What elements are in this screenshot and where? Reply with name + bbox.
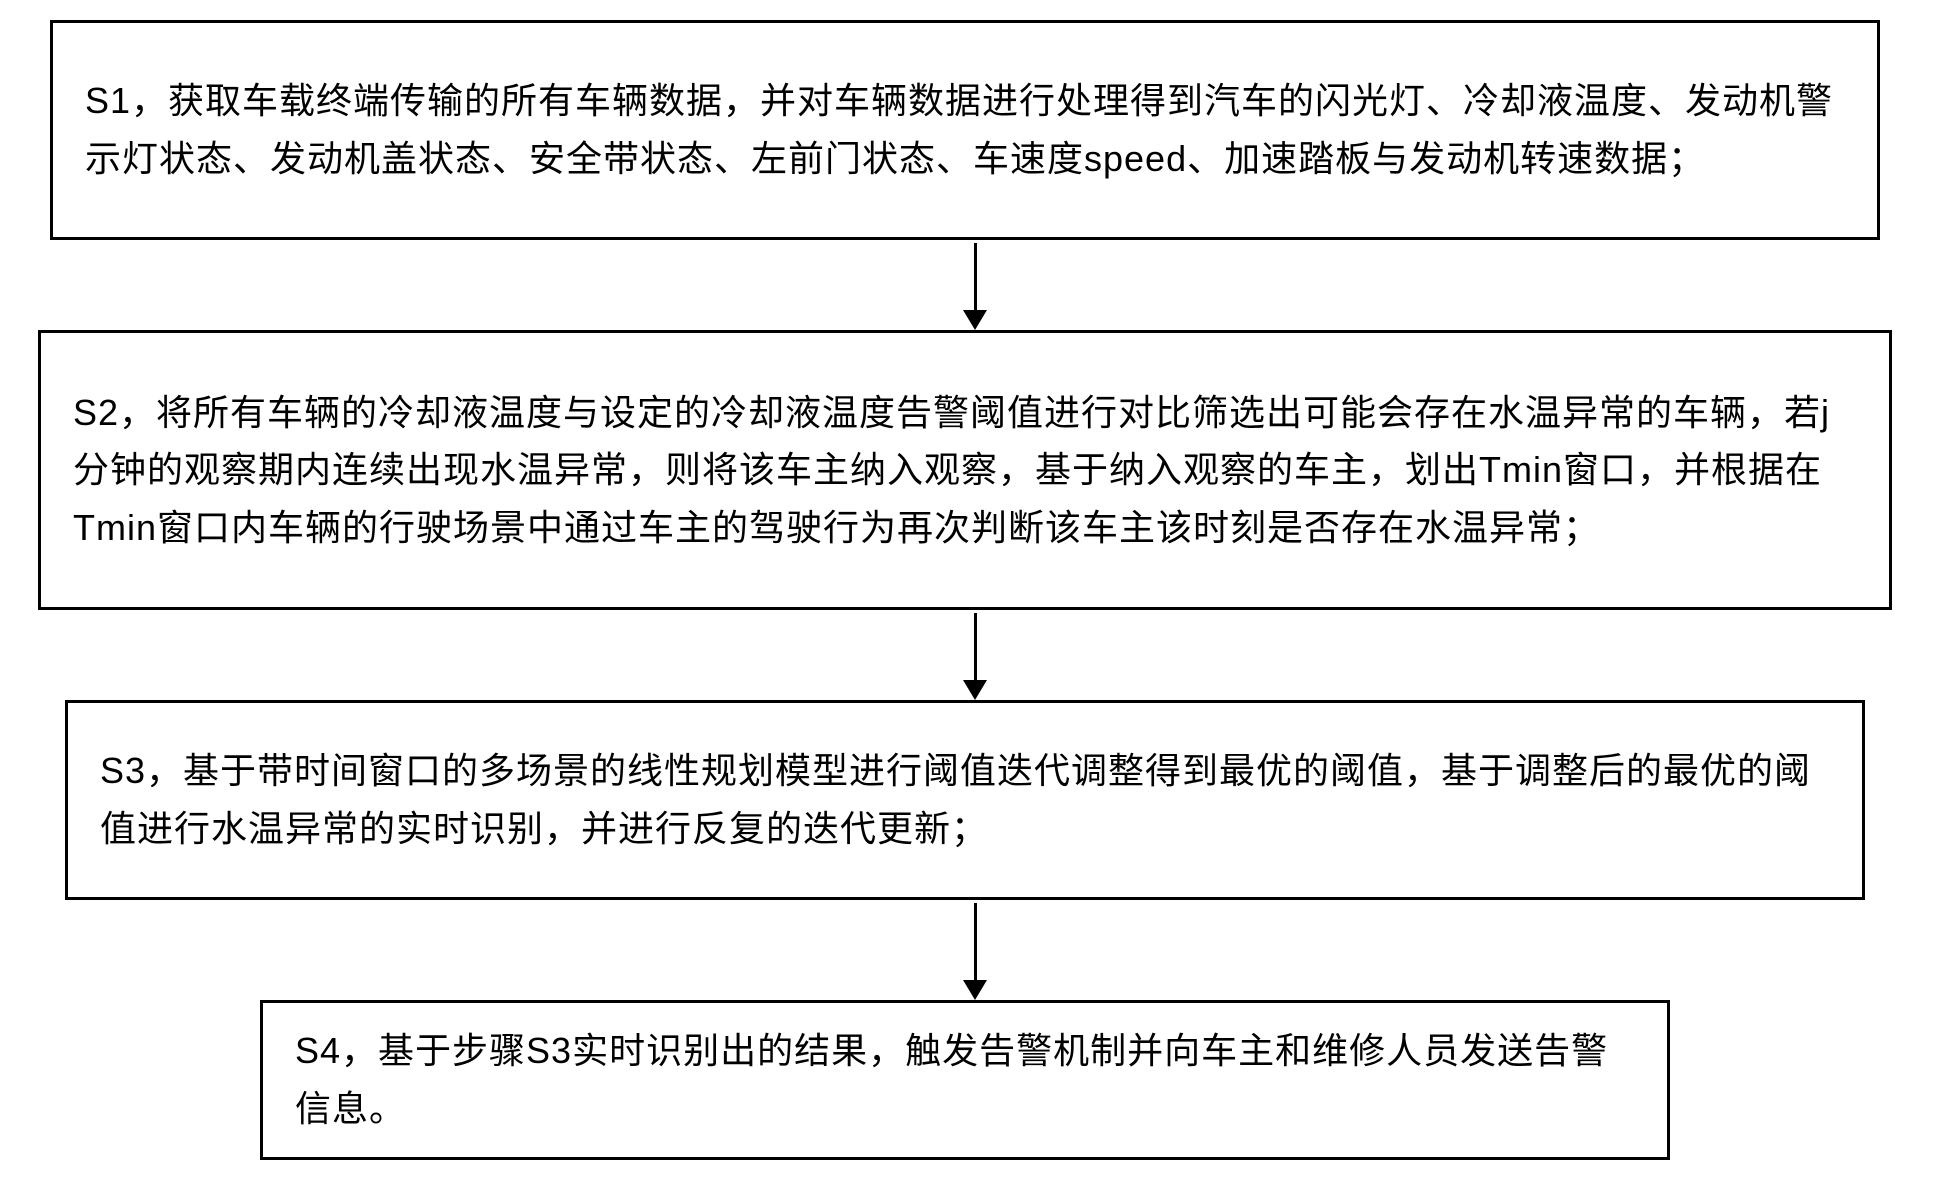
arrow-s1-s2: [963, 243, 987, 330]
flowchart-step-s1: S1，获取车载终端传输的所有车辆数据，并对车辆数据进行处理得到汽车的闪光灯、冷却…: [50, 20, 1880, 240]
arrow-s3-s4: [963, 903, 987, 1000]
arrow-head-icon: [963, 680, 987, 700]
arrow-head-icon: [963, 980, 987, 1000]
flowchart-step-s4: S4，基于步骤S3实时识别出的结果，触发告警机制并向车主和维修人员发送告警信息。: [260, 1000, 1670, 1160]
step-text: S3，基于带时间窗口的多场景的线性规划模型进行阈值迭代调整得到最优的阈值，基于调…: [100, 742, 1830, 857]
arrow-line: [974, 243, 977, 310]
arrow-s2-s3: [963, 613, 987, 700]
arrow-head-icon: [963, 310, 987, 330]
flowchart-step-s2: S2，将所有车辆的冷却液温度与设定的冷却液温度告警阈值进行对比筛选出可能会存在水…: [38, 330, 1892, 610]
arrow-line: [974, 613, 977, 680]
step-text: S4，基于步骤S3实时识别出的结果，触发告警机制并向车主和维修人员发送告警信息。: [295, 1022, 1635, 1137]
flowchart-step-s3: S3，基于带时间窗口的多场景的线性规划模型进行阈值迭代调整得到最优的阈值，基于调…: [65, 700, 1865, 900]
step-text: S2，将所有车辆的冷却液温度与设定的冷却液温度告警阈值进行对比筛选出可能会存在水…: [73, 384, 1857, 557]
step-text: S1，获取车载终端传输的所有车辆数据，并对车辆数据进行处理得到汽车的闪光灯、冷却…: [85, 72, 1845, 187]
arrow-line: [974, 903, 977, 980]
flowchart-container: S1，获取车载终端传输的所有车辆数据，并对车辆数据进行处理得到汽车的闪光灯、冷却…: [0, 0, 1938, 1183]
